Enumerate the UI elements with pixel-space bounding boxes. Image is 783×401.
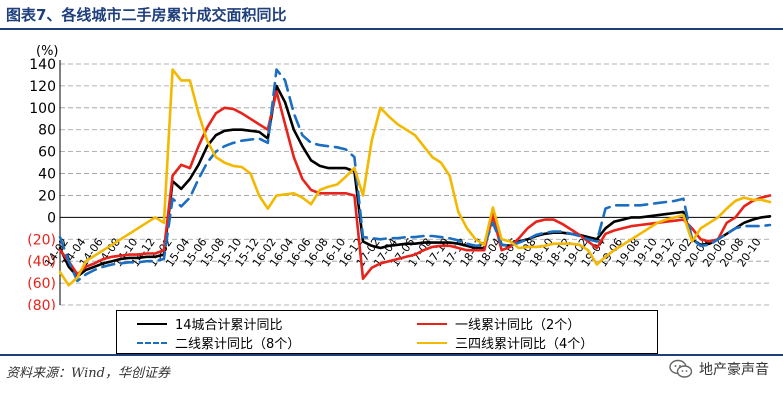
y-tick-label: 40: [38, 167, 56, 183]
brand-name: 地产豪声音: [699, 362, 769, 378]
legend-swatch: [137, 322, 167, 325]
legend-item-14-cities: 14城合计累计同比: [137, 314, 283, 333]
legend-swatch: [417, 322, 447, 325]
y-tick-label: (40): [27, 254, 56, 270]
series-line-3: [58, 68, 772, 287]
legend-swatch: [137, 341, 167, 344]
y-tick-label: 0: [47, 210, 56, 226]
legend-item-tier1: 一线累计同比（2个）: [417, 314, 580, 333]
y-tick-label: (20): [27, 232, 56, 248]
legend-label: 14城合计累计同比: [175, 318, 283, 333]
legend-label: 二线累计同比（8个）: [175, 337, 301, 352]
title-divider: [0, 28, 783, 30]
y-tick-label: 60: [38, 145, 56, 161]
legend-label: 三四线累计同比（4个）: [455, 337, 594, 352]
y-unit-label: (%): [36, 44, 59, 59]
legend-swatch: [417, 341, 447, 344]
y-tick-label: 140: [29, 57, 56, 73]
legend-label: 一线累计同比（2个）: [455, 318, 581, 333]
source-note: 资料来源：Wind，华创证券: [6, 366, 170, 381]
series-line-1: [58, 90, 772, 281]
chart-title: 图表7、各线城市二手房累计成交面积同比: [6, 6, 287, 24]
series-line-0: [58, 84, 772, 278]
wechat-icon: [669, 359, 693, 378]
chart-legend: 14城合计累计同比 一线累计同比（2个） 二线累计同比（8个） 三四线累计同比（…: [116, 310, 658, 354]
y-tick-label: 100: [29, 101, 56, 117]
line-chart: (%)(80)(60)(40)(20)02040608010012014014-…: [27, 44, 772, 310]
y-tick-label: 20: [38, 188, 56, 204]
y-tick-label: 120: [29, 79, 56, 95]
y-tick-label: 80: [38, 123, 56, 139]
series-line-2: [58, 68, 772, 283]
brand-badge: 地产豪声音: [669, 357, 769, 381]
y-tick-label: (60): [27, 276, 56, 292]
y-tick-label: (80): [27, 298, 56, 310]
footer-divider: [0, 354, 783, 356]
legend-item-tier34: 三四线累计同比（4个）: [417, 333, 593, 352]
legend-item-tier2: 二线累计同比（8个）: [137, 333, 300, 352]
